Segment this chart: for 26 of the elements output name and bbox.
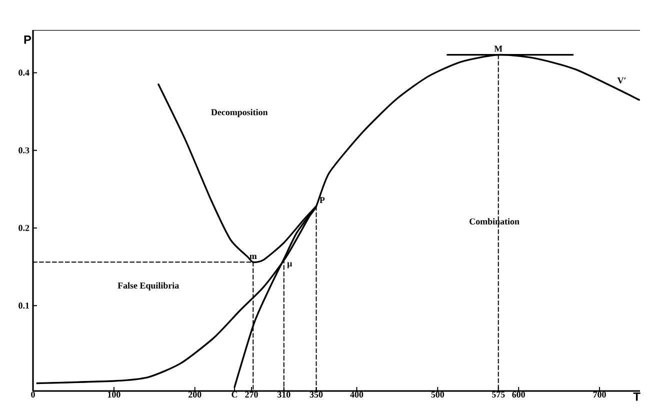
annotation: False Equilibria [118,282,179,290]
x-tick-label: C [232,392,238,398]
annotation: Combination [470,218,520,224]
x-tick-label: 350 [310,392,323,398]
x-tick-label: 310 [278,392,290,398]
x-tick-label: 600 [512,392,525,398]
y-tick-label: 0.1 [18,302,30,309]
y-axis-title: P [24,36,32,44]
annotation: Decomposition [211,108,268,118]
annotation: P [320,197,325,204]
x-tick-label: 500 [431,392,444,398]
x-axis-title: T [633,392,640,401]
annotation: V′ [617,78,626,84]
y-tick-label: 0.2 [18,224,30,232]
x-tick-label: 270 [245,392,258,398]
x-tick-label: 700 [593,392,606,398]
x-tick-label: 100 [108,392,120,398]
y-tick-label: 0.3 [18,147,30,154]
y-tick-label: 0.4 [18,70,30,76]
annotation: m [250,254,257,259]
annotation: μ [287,262,292,268]
x-tick-label: 200 [188,392,202,398]
x-tick-label: 0 [31,392,35,398]
x-tick-label: 400 [350,392,364,398]
x-tick-label: 575 [492,392,505,398]
annotation: M [494,46,502,52]
